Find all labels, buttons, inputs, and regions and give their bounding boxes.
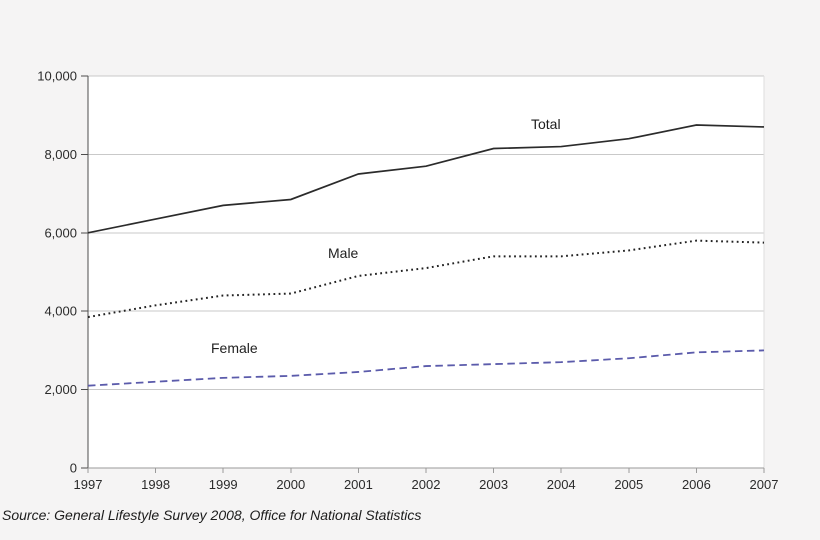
x-tick-label: 2003 [479,477,508,492]
y-tick-label: 8,000 [44,147,77,162]
source-note: Source: General Lifestyle Survey 2008, O… [2,507,422,523]
x-tick-label: 2004 [547,477,576,492]
y-tick-label: 2,000 [44,382,77,397]
plot-area [88,76,764,468]
x-tick-label: 2005 [614,477,643,492]
x-tick-label: 2001 [344,477,373,492]
x-tick-label: 1997 [74,477,103,492]
x-tick-label: 2006 [682,477,711,492]
female-line [87,349,765,387]
x-tick-label: 2000 [276,477,305,492]
x-tick-label: 1999 [209,477,238,492]
y-tick-label: 4,000 [44,304,77,319]
x-tick-label: 2002 [412,477,441,492]
x-tick-label: 2007 [750,477,779,492]
x-tick-label: 1998 [141,477,170,492]
y-tick-label: 10,000 [37,69,77,84]
y-tick-label: 0 [70,461,77,476]
total-line [87,124,765,234]
y-tick-label: 6,000 [44,225,77,240]
